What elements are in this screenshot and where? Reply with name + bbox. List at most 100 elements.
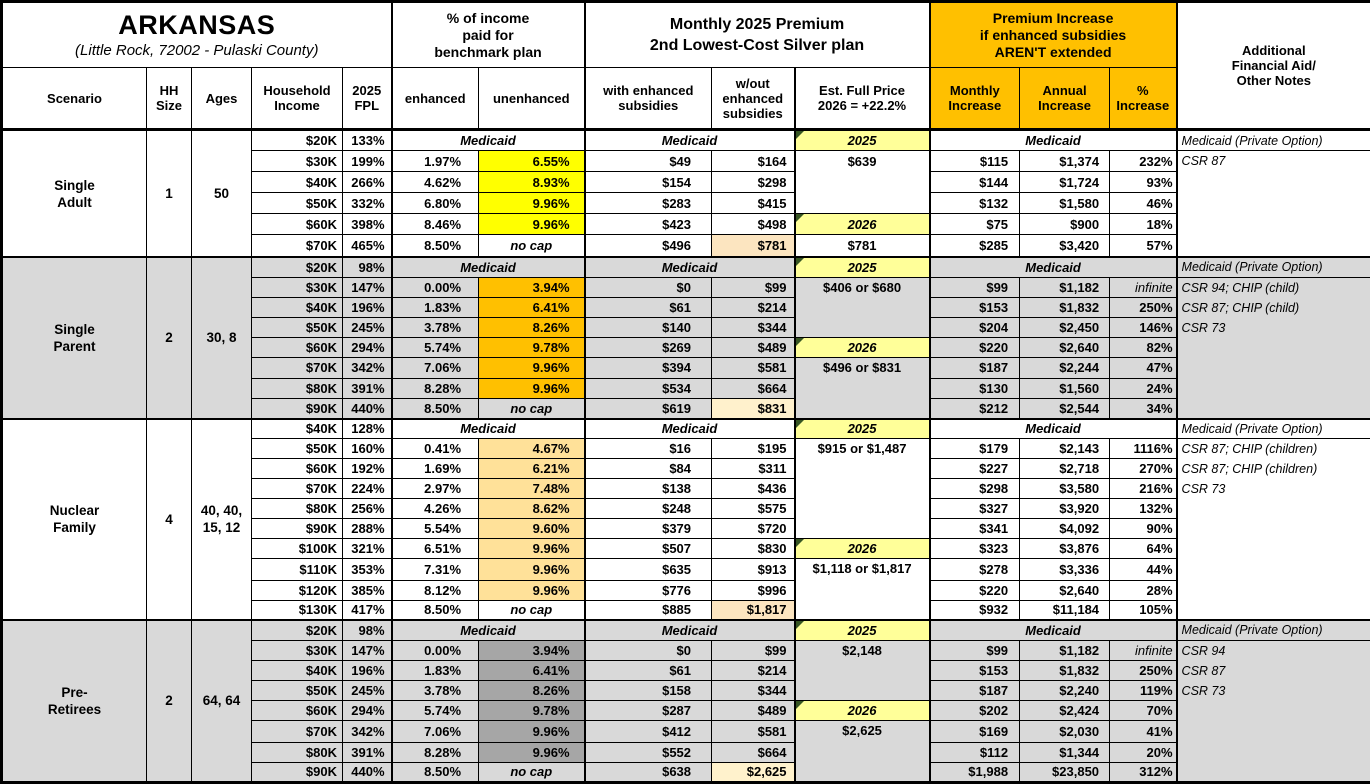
cell-monthly-increase: $130 bbox=[930, 379, 1020, 399]
cell-premium-with-subsidies: $776 bbox=[585, 580, 712, 600]
col-header-ages: Ages bbox=[192, 68, 252, 130]
cell-est-full-price: $639 bbox=[795, 151, 930, 214]
cell-monthly-increase: $75 bbox=[930, 214, 1020, 235]
cell-enhanced-pct: 8.50% bbox=[392, 235, 479, 258]
cell-fpl: 147% bbox=[343, 640, 392, 660]
cell-pct-increase: 146% bbox=[1110, 317, 1177, 337]
cell-premium-with-subsidies: $16 bbox=[585, 439, 712, 459]
cell-medicaid-pct-income: Medicaid bbox=[392, 130, 585, 151]
cell-annual-increase: $1,344 bbox=[1020, 742, 1110, 762]
ages-single-adult: 50 bbox=[192, 130, 252, 258]
col-header-enhanced: enhanced bbox=[392, 68, 479, 130]
cell-income: $20K bbox=[252, 130, 343, 151]
cell-annual-increase: $1,832 bbox=[1020, 660, 1110, 680]
cell-premium-with-subsidies: $423 bbox=[585, 214, 712, 235]
cell-premium-with-subsidies: $248 bbox=[585, 499, 712, 519]
cell-unenhanced-pct: 7.48% bbox=[479, 479, 585, 499]
cell-annual-increase: $2,424 bbox=[1020, 700, 1110, 720]
cell-fpl: 256% bbox=[343, 499, 392, 519]
cell-pct-increase: 70% bbox=[1110, 700, 1177, 720]
cell-pct-increase: infinite bbox=[1110, 277, 1177, 297]
cell-fpl: 245% bbox=[343, 680, 392, 700]
note-line bbox=[1178, 579, 1370, 599]
cell-unenhanced-pct: 8.26% bbox=[479, 680, 585, 700]
cell-premium-without-subsidies: $214 bbox=[712, 297, 795, 317]
cell-premium-without-subsidies: $489 bbox=[712, 700, 795, 720]
cell-unenhanced-pct: 3.94% bbox=[479, 277, 585, 297]
cell-monthly-increase: $220 bbox=[930, 337, 1020, 357]
cell-monthly-increase: $187 bbox=[930, 357, 1020, 379]
cell-est-year-2025: 2025 bbox=[795, 257, 930, 277]
col-header-est-full-price: Est. Full Price 2026 = +22.2% bbox=[795, 68, 930, 130]
cell-unenhanced-pct: 8.26% bbox=[479, 317, 585, 337]
cell-premium-without-subsidies: $664 bbox=[712, 379, 795, 399]
cell-premium-without-subsidies: $99 bbox=[712, 640, 795, 660]
cell-annual-increase: $4,092 bbox=[1020, 519, 1110, 539]
cell-premium-without-subsidies: $781 bbox=[712, 235, 795, 258]
cell-enhanced-pct: 8.12% bbox=[392, 580, 479, 600]
cell-premium-with-subsidies: $269 bbox=[585, 337, 712, 357]
cell-pct-increase: 20% bbox=[1110, 742, 1177, 762]
cell-pct-increase: 216% bbox=[1110, 479, 1177, 499]
cell-enhanced-pct: 8.46% bbox=[392, 214, 479, 235]
cell-annual-increase: $2,640 bbox=[1020, 337, 1110, 357]
cell-enhanced-pct: 6.80% bbox=[392, 193, 479, 214]
cell-enhanced-pct: 8.50% bbox=[392, 399, 479, 419]
cell-medicaid-premium: Medicaid bbox=[585, 419, 795, 439]
cell-annual-increase: $1,724 bbox=[1020, 172, 1110, 193]
cell-est-year-2026: 2026 bbox=[795, 337, 930, 357]
cell-fpl: 128% bbox=[343, 419, 392, 439]
cell-fpl: 342% bbox=[343, 720, 392, 742]
cell-income: $40K bbox=[252, 419, 343, 439]
note-line: CSR 73 bbox=[1178, 479, 1370, 499]
col-header-unenhanced: unenhanced bbox=[479, 68, 585, 130]
cell-fpl: 98% bbox=[343, 257, 392, 277]
cell-income: $60K bbox=[252, 459, 343, 479]
cell-income: $40K bbox=[252, 172, 343, 193]
cell-est-full-price: $915 or $1,487 bbox=[795, 439, 930, 539]
cell-pct-increase: 41% bbox=[1110, 720, 1177, 742]
location-subtitle: (Little Rock, 72002 - Pulaski County) bbox=[3, 41, 391, 61]
cell-unenhanced-pct: 9.78% bbox=[479, 337, 585, 357]
cell-pct-increase: 44% bbox=[1110, 559, 1177, 581]
scenario-label-single-parent: Single Parent bbox=[2, 257, 147, 419]
notes-block-nuclear-family: CSR 87; CHIP (children)CSR 87; CHIP (chi… bbox=[1177, 439, 1370, 621]
cell-monthly-increase: $220 bbox=[930, 580, 1020, 600]
cell-income: $40K bbox=[252, 660, 343, 680]
note-line: CSR 87 bbox=[1178, 151, 1370, 172]
col-header-monthly-increase: Monthly Increase bbox=[930, 68, 1020, 130]
cell-est-full-price: $1,118 or $1,817 bbox=[795, 559, 930, 621]
cell-premium-without-subsidies: $2,625 bbox=[712, 762, 795, 782]
scenario-label-single-adult: Single Adult bbox=[2, 130, 147, 258]
hh-size-single-adult: 1 bbox=[147, 130, 192, 258]
cell-medicaid-pct-income: Medicaid bbox=[392, 620, 585, 640]
cell-premium-without-subsidies: $489 bbox=[712, 337, 795, 357]
cell-est-year-2026: 2026 bbox=[795, 539, 930, 559]
cell-income: $90K bbox=[252, 399, 343, 419]
cell-annual-increase: $2,030 bbox=[1020, 720, 1110, 742]
cell-unenhanced-pct: 6.21% bbox=[479, 459, 585, 479]
cell-income: $30K bbox=[252, 277, 343, 297]
cell-premium-with-subsidies: $507 bbox=[585, 539, 712, 559]
cell-premium-without-subsidies: $996 bbox=[712, 580, 795, 600]
note-line bbox=[1178, 761, 1370, 781]
ages-nuclear-family: 40, 40, 15, 12 bbox=[192, 419, 252, 621]
cell-fpl: 465% bbox=[343, 235, 392, 258]
cell-monthly-increase: $327 bbox=[930, 499, 1020, 519]
cell-fpl: 398% bbox=[343, 214, 392, 235]
cell-medicaid-increase: Medicaid bbox=[930, 257, 1177, 277]
cell-unenhanced-pct: 9.96% bbox=[479, 379, 585, 399]
cell-enhanced-pct: 1.97% bbox=[392, 151, 479, 172]
note-line bbox=[1178, 378, 1370, 398]
cell-monthly-increase: $179 bbox=[930, 439, 1020, 459]
cell-premium-with-subsidies: $154 bbox=[585, 172, 712, 193]
cell-enhanced-pct: 6.51% bbox=[392, 539, 479, 559]
cell-monthly-increase: $1,988 bbox=[930, 762, 1020, 782]
cell-fpl: 332% bbox=[343, 193, 392, 214]
cell-income: $50K bbox=[252, 193, 343, 214]
cell-pct-increase: 82% bbox=[1110, 337, 1177, 357]
note-line bbox=[1178, 338, 1370, 358]
col-header-with-enhanced-subsidies: with enhanced subsidies bbox=[585, 68, 712, 130]
cell-enhanced-pct: 3.78% bbox=[392, 680, 479, 700]
